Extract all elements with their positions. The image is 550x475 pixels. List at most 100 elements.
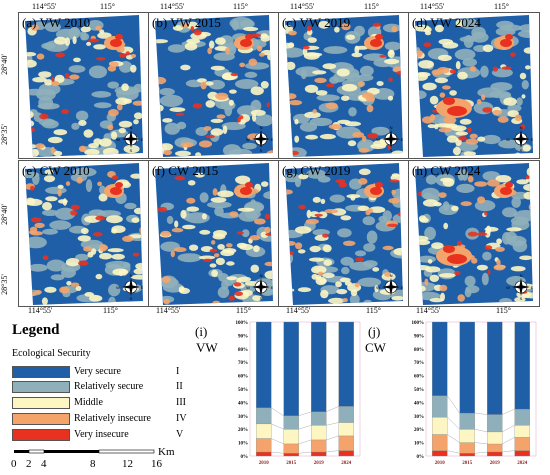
compass-letter: W	[246, 137, 250, 142]
lat-left-upper-1: 28°40'	[0, 54, 9, 75]
bar-segment	[256, 423, 272, 439]
map-patch	[285, 241, 296, 246]
map-patch	[295, 226, 312, 234]
compass-letter: E	[271, 137, 274, 142]
y-tick-label: 40%	[414, 401, 424, 406]
map-patch	[476, 264, 488, 271]
bar-segment	[283, 453, 299, 457]
map-patch	[54, 74, 65, 84]
bar-segment	[283, 429, 299, 445]
map-patch	[102, 147, 119, 157]
map-patch	[226, 276, 238, 281]
lat-left-upper-2: 28°40'	[0, 204, 9, 225]
map-patch	[97, 181, 102, 187]
map-patch	[362, 260, 378, 268]
map-patch	[526, 167, 533, 176]
plot-frame	[249, 321, 361, 457]
map-patch	[198, 140, 213, 148]
legend-swatch	[12, 397, 70, 409]
map-patch	[212, 188, 218, 196]
map-patch	[182, 224, 196, 230]
series-connector	[326, 435, 339, 441]
map-patch	[55, 52, 65, 58]
map-patch	[200, 81, 207, 90]
map-patch	[521, 94, 526, 99]
map-patch	[51, 76, 55, 83]
series-connector	[298, 451, 312, 454]
legend-label: Relatively insecure	[74, 413, 151, 424]
y-tick-label: 0%	[417, 455, 425, 460]
coord-bottom-left-2: 114°55'	[156, 306, 181, 315]
coord-top-left-3: 114°55'	[290, 2, 315, 11]
map-patch	[507, 104, 522, 112]
map-patch	[243, 26, 259, 32]
map-patch	[456, 240, 462, 246]
map-patch	[264, 213, 270, 220]
map-patch	[164, 122, 180, 135]
map-patch	[187, 180, 196, 186]
bar-segment	[487, 431, 503, 445]
map-patch	[357, 205, 370, 212]
compass-letter: W	[116, 285, 120, 290]
urban-core	[500, 187, 512, 195]
coord-bottom-left-4: 114°55'	[416, 306, 441, 315]
chart-i-label: (i)	[195, 324, 208, 339]
map-patch	[30, 217, 42, 223]
map-patch	[323, 46, 348, 54]
stacked-bar-chart: 0% 10% 20% 30% 40% 50% 60% 70% 80% 90% 100% 2010 201…	[412, 321, 537, 466]
compass-icon: N S E W	[246, 125, 274, 153]
coord-bottom-right-3: 115°	[366, 306, 381, 315]
map-patch	[78, 260, 89, 266]
compass-letter: N	[130, 125, 133, 130]
map-patch	[328, 124, 343, 130]
y-tick-label: 50%	[238, 388, 248, 393]
map-patch	[345, 34, 356, 40]
map-patch	[213, 230, 227, 237]
map-patch	[125, 51, 130, 56]
map-patch	[379, 54, 387, 58]
map-canvas: N S E W	[25, 163, 144, 305]
map-patch	[123, 144, 140, 154]
map-patch	[80, 227, 89, 235]
map-patch	[499, 298, 513, 305]
map-patch	[231, 19, 239, 31]
map-patch	[214, 46, 229, 51]
scale-tick: 12	[122, 458, 133, 470]
map-patch	[307, 37, 317, 43]
map-patch	[431, 69, 443, 76]
map-patch	[88, 65, 108, 79]
map-patch	[294, 175, 302, 188]
map-patch	[425, 174, 437, 185]
map-patch	[460, 17, 478, 30]
map-patch	[234, 291, 243, 296]
map-patch	[340, 256, 354, 266]
compass-letter: W	[246, 285, 250, 290]
map-patch	[133, 268, 143, 275]
map-patch	[387, 95, 394, 101]
x-tick-label: 2015	[286, 461, 297, 466]
map-patch	[285, 189, 293, 195]
coord-top-right-3: 115°	[364, 2, 379, 11]
scale-tick: 4	[41, 458, 47, 470]
compass-icon: N S E W	[376, 125, 404, 153]
bar-segment	[311, 425, 327, 441]
map-patch	[495, 175, 512, 183]
map-patch	[259, 52, 265, 57]
map-patch	[99, 138, 112, 147]
map-patch	[38, 71, 52, 78]
urban-core	[115, 182, 123, 188]
map-patch	[423, 42, 432, 48]
map-panel: N S E W (h) CW 2024	[408, 160, 540, 307]
map-patch	[418, 191, 422, 196]
map-patch	[434, 24, 444, 33]
map-patch	[495, 246, 505, 252]
map-patch	[388, 197, 401, 204]
map-patch	[427, 124, 436, 129]
compass-letter: E	[141, 285, 144, 290]
map-patch	[434, 123, 439, 130]
map-patch	[180, 23, 188, 28]
map-patch	[205, 134, 215, 139]
map-patch	[392, 66, 403, 72]
map-patch	[514, 114, 522, 122]
map-patch	[387, 223, 398, 227]
